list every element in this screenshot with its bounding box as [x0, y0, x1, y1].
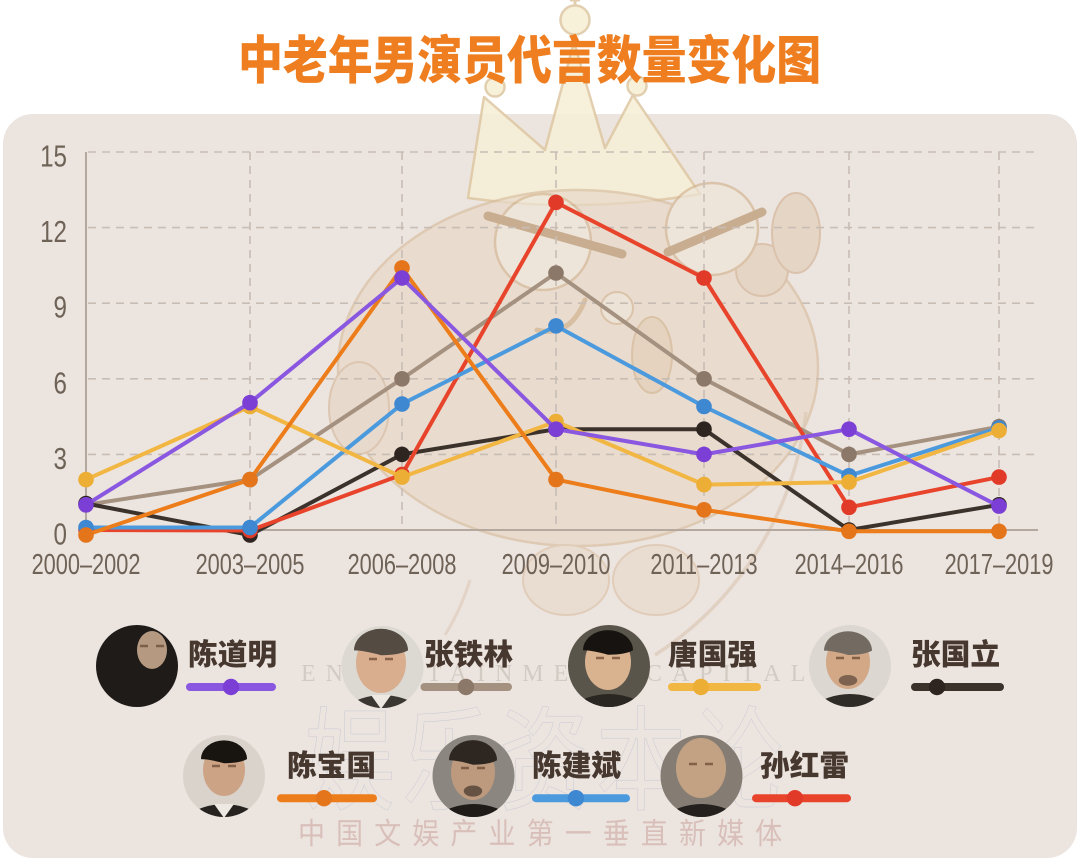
svg-text:12: 12	[40, 214, 67, 249]
svg-text:15: 15	[40, 139, 67, 174]
svg-text:2006–2008: 2006–2008	[348, 549, 457, 581]
svg-text:2017–2019: 2017–2019	[945, 549, 1054, 581]
svg-text:3: 3	[54, 441, 67, 476]
svg-text:2000–2002: 2000–2002	[32, 549, 141, 581]
svg-text:0: 0	[54, 517, 67, 552]
svg-text:2009–2010: 2009–2010	[502, 549, 611, 581]
svg-text:2003–2005: 2003–2005	[196, 549, 305, 581]
svg-text:6: 6	[54, 365, 67, 400]
svg-text:9: 9	[54, 290, 67, 325]
svg-text:2011–2013: 2011–2013	[650, 549, 757, 581]
svg-text:2014–2016: 2014–2016	[795, 549, 904, 581]
